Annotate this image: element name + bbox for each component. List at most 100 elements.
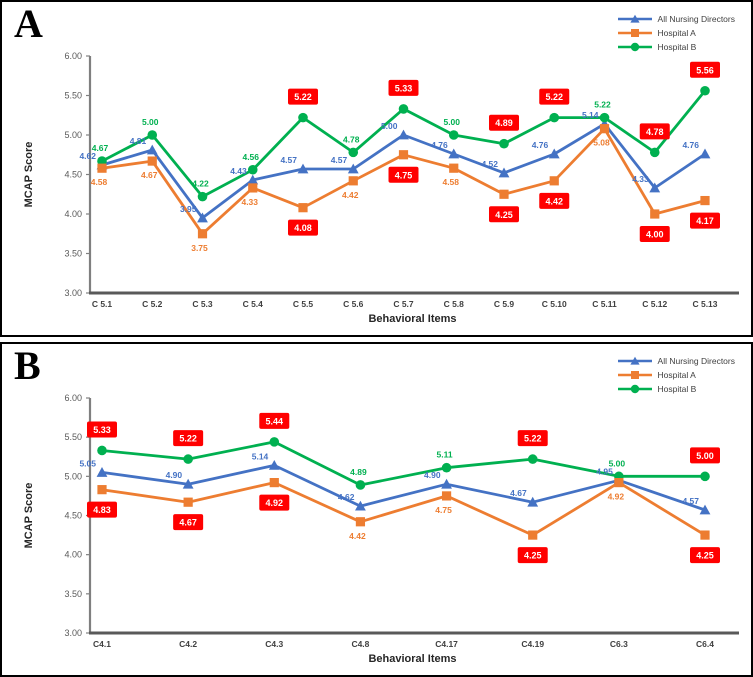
data-point: [146, 144, 158, 155]
data-point: [197, 191, 208, 202]
legend-item-hospital-a: Hospital A: [617, 26, 735, 39]
data-point: [448, 130, 459, 140]
highlighted-label-box: [173, 514, 204, 531]
highlighted-label-box: [489, 114, 519, 131]
data-point: [147, 156, 157, 166]
data-label: 4.42: [342, 190, 359, 200]
data-point: [599, 112, 610, 123]
highlighted-data-label: 4.25: [524, 551, 542, 561]
data-point: [147, 130, 158, 140]
y-tick-label: 4.50: [64, 511, 82, 521]
highlighted-data-label: 4.08: [294, 223, 312, 233]
legend-item-hospital-a: Hospital A: [617, 368, 735, 381]
data-point: [548, 148, 560, 159]
data-point: [398, 104, 409, 114]
highlighted-label-box: [539, 88, 570, 105]
data-point: [649, 147, 660, 158]
highlighted-label-box: [489, 206, 519, 223]
x-tick-label: C6.3: [610, 639, 628, 649]
highlighted-label-box: [259, 412, 290, 429]
data-label: 4.76: [431, 140, 448, 150]
x-tick-label: C4.17: [435, 639, 458, 649]
data-point: [347, 163, 359, 174]
y-tick-label: 6.00: [64, 51, 82, 61]
legend-item-label: All Nursing Directors: [657, 13, 735, 24]
legend-triangle-marker: [629, 356, 640, 365]
x-axis-title: Behavioral Items: [368, 313, 456, 325]
data-label: 4.57: [331, 155, 348, 165]
legend-swatch: [617, 28, 652, 37]
data-label: 5.11: [437, 450, 453, 460]
legend-item-all-nursing-directors: All Nursing Directors: [617, 354, 735, 367]
highlighted-data-label: 4.75: [395, 170, 413, 180]
data-point: [441, 491, 452, 501]
data-label: 5.00: [609, 458, 626, 468]
data-point: [197, 212, 208, 223]
series-line-hospital-a: [101, 481, 706, 537]
data-point: [183, 454, 193, 464]
data-point: [268, 459, 280, 470]
legend-item-label: Hospital B: [657, 383, 697, 394]
x-tick-label: C6.4: [696, 639, 714, 649]
data-label: 4.52: [481, 159, 498, 169]
y-tick-label: 3.50: [64, 249, 82, 259]
highlighted-label-box: [639, 226, 670, 242]
data-label: 5.14: [582, 110, 599, 120]
highlighted-data-label: 5.22: [524, 434, 542, 444]
x-tick-label: C 5.10: [542, 299, 567, 309]
legend-panel-b: All Nursing Directors Hospital A Hospita…: [617, 354, 735, 395]
data-point: [649, 182, 661, 193]
x-tick-label: C 5.3: [192, 299, 213, 309]
highlighted-data-label: 5.22: [545, 92, 563, 102]
legend-item-label: Hospital B: [657, 41, 697, 52]
series-line-all-nursing-directors: [101, 464, 706, 512]
data-label: 4.33: [241, 197, 258, 207]
data-point: [355, 500, 366, 511]
data-point: [97, 156, 107, 166]
highlighted-data-label: 5.33: [93, 425, 111, 435]
data-label: 4.81: [130, 136, 147, 146]
data-point: [441, 478, 452, 489]
highlighted-data-label: 4.25: [696, 551, 714, 561]
highlighted-data-label: 4.89: [495, 118, 513, 128]
x-tick-label: C4.2: [179, 639, 197, 649]
data-point: [298, 203, 308, 213]
y-tick-label: 3.50: [64, 589, 82, 599]
legend-square-marker: [630, 370, 639, 379]
y-tick-label: 3.00: [64, 628, 82, 638]
y-tick-label: 5.00: [64, 130, 82, 140]
highlighted-data-label: 4.67: [179, 518, 197, 528]
legend-circle-marker: [630, 384, 639, 393]
data-label: 4.58: [91, 177, 108, 187]
highlighted-label-box: [388, 79, 419, 96]
data-label: 4.62: [338, 492, 355, 502]
data-label: 4.78: [343, 134, 360, 144]
data-label: 5.14: [252, 451, 269, 461]
data-label: 4.76: [682, 140, 699, 150]
x-tick-label: C 5.2: [142, 299, 163, 309]
x-tick-label: C4.19: [521, 639, 544, 649]
highlighted-label-box: [288, 219, 318, 236]
y-axis-title: MCAP Score: [23, 483, 35, 549]
data-label: 4.62: [79, 151, 96, 161]
legend-swatch: [617, 14, 652, 23]
data-label: 5.22: [594, 100, 611, 110]
data-point: [700, 85, 710, 96]
highlighted-label-box: [690, 61, 720, 78]
panel-b: B All Nursing Directors Hospital A Hospi…: [0, 342, 753, 677]
legend-item-label: Hospital A: [657, 369, 696, 380]
legend-item-label: Hospital A: [657, 27, 696, 38]
y-axis-title: MCAP Score: [23, 142, 35, 208]
line-chart-panel-a: 6.00 5.50 5.00 4.50 4.00 3.50 3.00 C 5.1 C 5.2 C …: [23, 51, 739, 325]
data-label: 4.89: [350, 467, 367, 477]
x-tick-label: C 5.12: [642, 299, 667, 309]
data-label: 4.58: [442, 177, 459, 187]
legend-item-all-nursing-directors: All Nursing Directors: [617, 12, 735, 25]
highlighted-label-box: [517, 547, 548, 564]
data-point: [549, 112, 560, 123]
highlighted-label-box: [388, 166, 419, 183]
data-point: [499, 138, 509, 149]
data-point: [183, 497, 193, 507]
x-tick-label: C 5.5: [293, 299, 314, 309]
data-label: 3.75: [191, 243, 208, 253]
